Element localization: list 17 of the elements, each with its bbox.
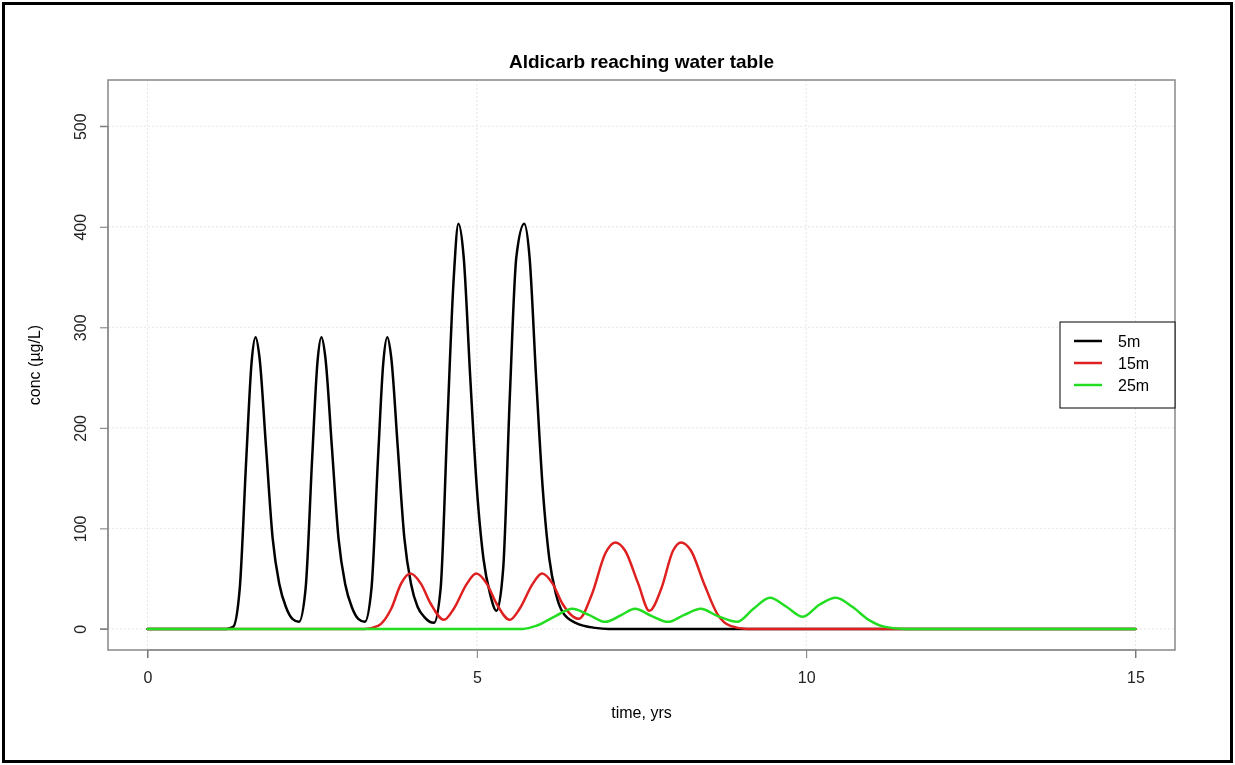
y-tick-label: 400 (72, 213, 89, 241)
y-tick-label: 200 (72, 414, 89, 442)
legend-label: 15m (1118, 355, 1150, 372)
x-tick-label: 5 (472, 669, 482, 687)
legend-label: 5m (1118, 333, 1141, 350)
x-axis-title: time, yrs (611, 704, 672, 721)
x-tick-label: 10 (797, 669, 816, 687)
y-tick-label: 500 (72, 113, 89, 141)
x-tick-label: 0 (143, 669, 153, 687)
y-tick-label: 0 (72, 624, 89, 634)
y-tick-label: 300 (72, 314, 89, 342)
chart-title: Aldicarb reaching water table (508, 51, 775, 72)
legend-label: 25m (1118, 377, 1150, 394)
x-tick-label: 15 (1127, 669, 1145, 687)
line-series (146, 596, 1137, 631)
y-axis-title: conc (µg/L) (26, 324, 43, 406)
y-tick-label: 100 (72, 515, 89, 543)
